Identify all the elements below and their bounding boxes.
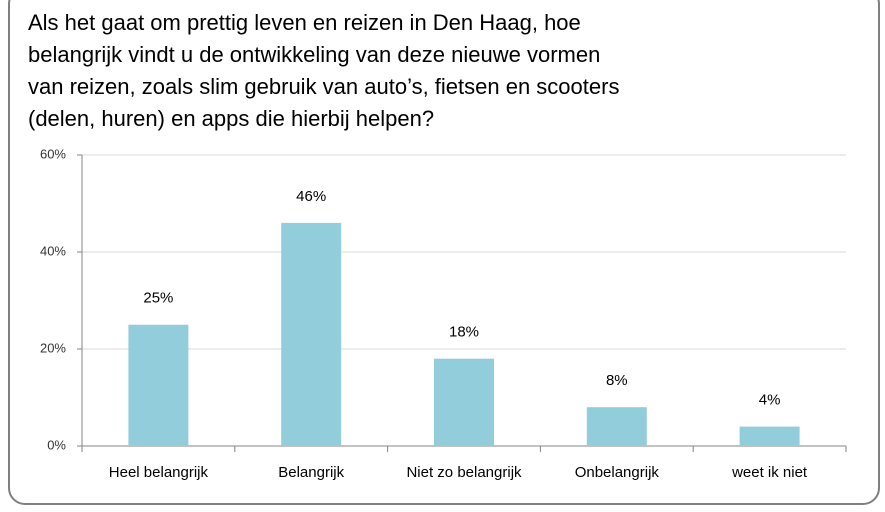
x-tick-label: Heel belangrijk bbox=[109, 464, 209, 481]
bar bbox=[281, 222, 342, 446]
data-label: 18% bbox=[449, 324, 479, 341]
y-tick-label: 60% bbox=[40, 146, 66, 161]
chart-title: (delen, huren) en apps die hierbij helpe… bbox=[28, 106, 434, 131]
x-tick-label: weet ik niet bbox=[731, 464, 808, 481]
bar bbox=[128, 324, 189, 446]
y-tick-label: 40% bbox=[40, 243, 66, 258]
data-label: 4% bbox=[759, 392, 781, 409]
chart-title: Als het gaat om prettig leven en reizen … bbox=[28, 10, 581, 35]
chart-title: van reizen, zoals slim gebruik van auto’… bbox=[28, 74, 619, 99]
y-tick-label: 0% bbox=[47, 437, 66, 452]
bar bbox=[739, 426, 800, 446]
chart-title: belangrijk vindt u de ontwikkeling van d… bbox=[28, 42, 600, 67]
bar bbox=[586, 407, 647, 446]
data-label: 25% bbox=[143, 290, 173, 307]
y-tick-label: 20% bbox=[40, 340, 66, 355]
data-label: 46% bbox=[296, 188, 326, 205]
data-label: 8% bbox=[606, 372, 628, 389]
bar bbox=[434, 358, 494, 446]
x-tick-label: Belangrijk bbox=[278, 464, 344, 481]
x-tick-label: Onbelangrijk bbox=[575, 464, 660, 481]
x-tick-label: Niet zo belangrijk bbox=[406, 464, 522, 481]
